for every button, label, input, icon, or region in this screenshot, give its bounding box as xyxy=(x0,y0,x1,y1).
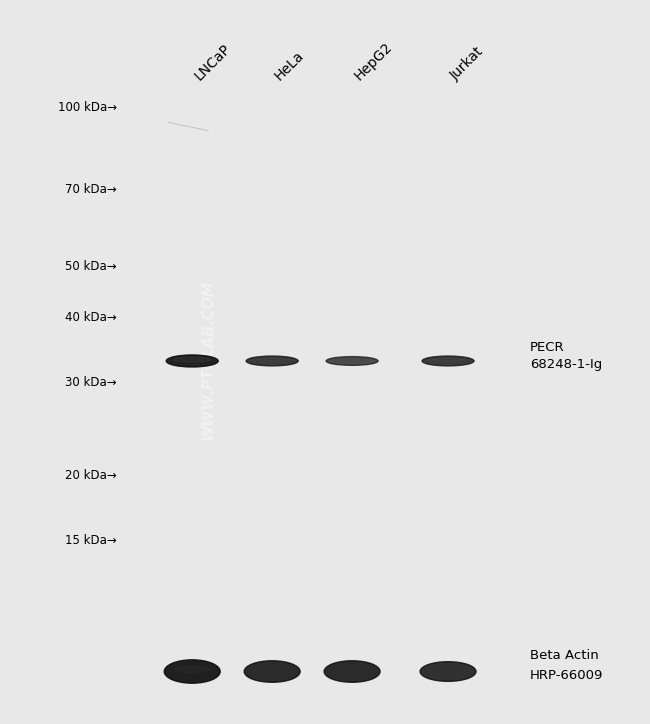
Text: 40 kDa→: 40 kDa→ xyxy=(65,311,117,324)
Ellipse shape xyxy=(164,660,220,683)
Text: Beta Actin: Beta Actin xyxy=(530,649,599,662)
Text: HRP-66009: HRP-66009 xyxy=(530,669,603,681)
Ellipse shape xyxy=(324,661,380,682)
Text: LNCaP: LNCaP xyxy=(192,41,234,83)
Text: 15 kDa→: 15 kDa→ xyxy=(65,534,117,547)
Text: 70 kDa→: 70 kDa→ xyxy=(65,183,117,195)
Ellipse shape xyxy=(430,667,466,673)
Ellipse shape xyxy=(334,358,370,362)
Text: HeLa: HeLa xyxy=(272,49,307,83)
Text: 50 kDa→: 50 kDa→ xyxy=(66,260,117,273)
Ellipse shape xyxy=(254,358,291,362)
Ellipse shape xyxy=(420,662,476,681)
Ellipse shape xyxy=(174,358,211,362)
Ellipse shape xyxy=(244,661,300,682)
Text: 20 kDa→: 20 kDa→ xyxy=(65,468,117,481)
Text: WWW.PTGLAB.COM: WWW.PTGLAB.COM xyxy=(201,280,216,440)
Text: 68248-1-Ig: 68248-1-Ig xyxy=(530,358,602,371)
Text: 30 kDa→: 30 kDa→ xyxy=(66,376,117,390)
Ellipse shape xyxy=(166,355,218,367)
Ellipse shape xyxy=(246,356,298,366)
Ellipse shape xyxy=(254,667,291,673)
Text: 100 kDa→: 100 kDa→ xyxy=(58,101,117,114)
Text: Jurkat: Jurkat xyxy=(448,45,487,83)
Ellipse shape xyxy=(334,667,370,673)
Ellipse shape xyxy=(430,358,466,362)
Ellipse shape xyxy=(326,357,378,366)
Text: PECR: PECR xyxy=(530,342,564,355)
Text: HepG2: HepG2 xyxy=(352,40,395,83)
Ellipse shape xyxy=(174,666,211,673)
Ellipse shape xyxy=(422,356,474,366)
